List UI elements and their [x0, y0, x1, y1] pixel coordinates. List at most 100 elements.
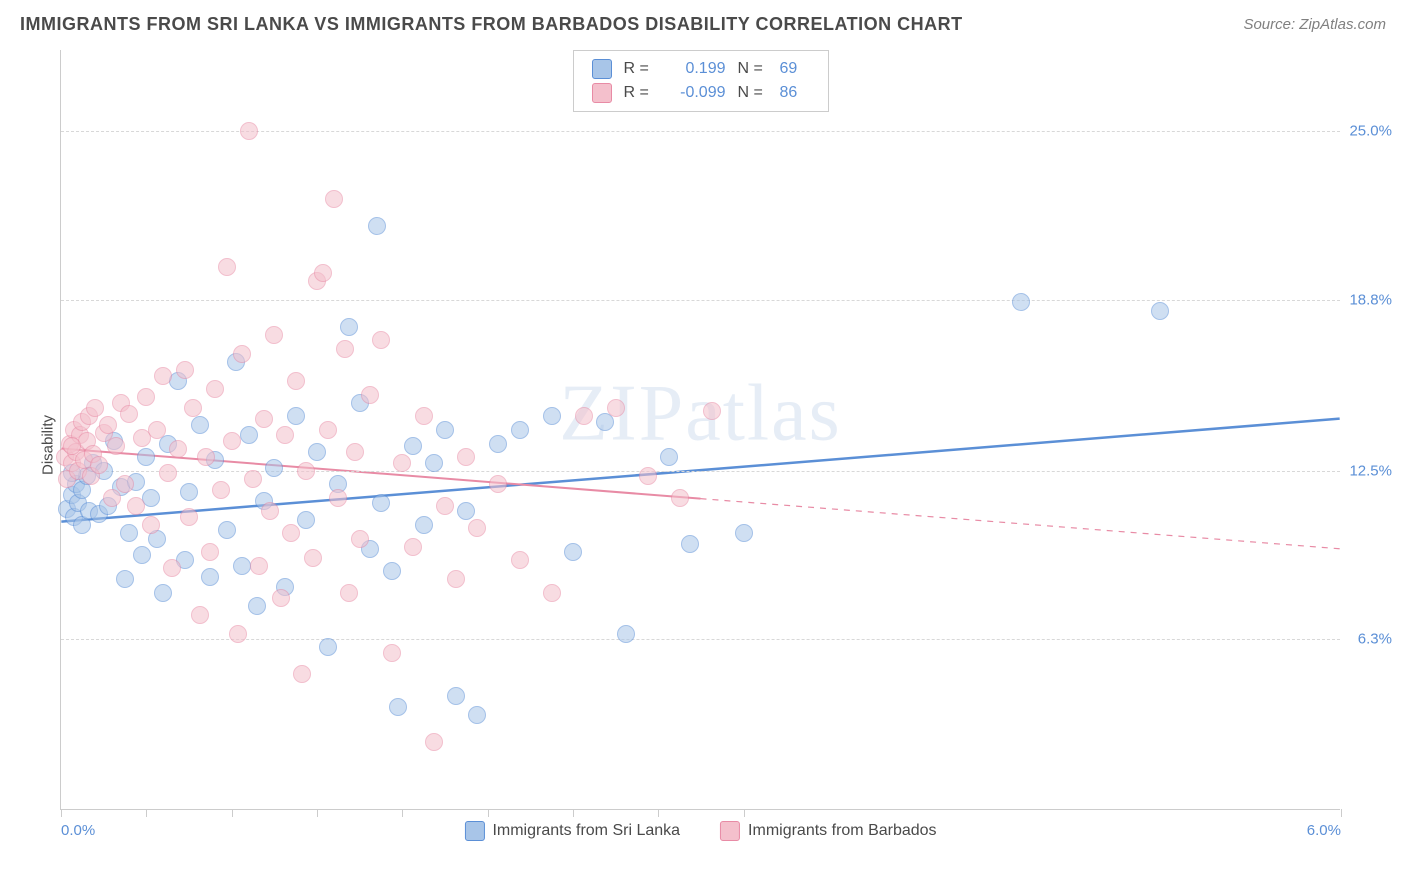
scatter-point — [137, 448, 155, 466]
scatter-point — [617, 625, 635, 643]
y-tick-label: 12.5% — [1349, 462, 1392, 479]
scatter-point — [314, 264, 332, 282]
scatter-point — [293, 665, 311, 683]
scatter-point — [543, 584, 561, 602]
scatter-point — [107, 437, 125, 455]
x-tick — [61, 809, 62, 817]
scatter-point — [383, 644, 401, 662]
chart-title: IMMIGRANTS FROM SRI LANKA VS IMMIGRANTS … — [20, 14, 963, 35]
scatter-point — [489, 435, 507, 453]
scatter-point — [297, 462, 315, 480]
scatter-point — [142, 516, 160, 534]
scatter-point — [393, 454, 411, 472]
scatter-point — [389, 698, 407, 716]
series-swatch — [592, 83, 612, 103]
scatter-point — [340, 318, 358, 336]
legend-label: Immigrants from Sri Lanka — [492, 822, 680, 840]
stat-label-n: N = — [738, 60, 768, 78]
scatter-point — [368, 217, 386, 235]
x-tick — [232, 809, 233, 817]
scatter-point — [240, 426, 258, 444]
chart-container: Disability ZIPatlas R = 0.199 N = 69 R =… — [40, 50, 1380, 840]
scatter-point — [265, 459, 283, 477]
scatter-point — [184, 399, 202, 417]
x-tick — [317, 809, 318, 817]
scatter-point — [361, 386, 379, 404]
scatter-point — [415, 516, 433, 534]
scatter-point — [372, 494, 390, 512]
scatter-point — [218, 521, 236, 539]
stat-value-n: 86 — [780, 84, 810, 102]
scatter-point — [468, 706, 486, 724]
stat-label-n: N = — [738, 84, 768, 102]
scatter-point — [447, 570, 465, 588]
scatter-point — [229, 625, 247, 643]
scatter-point — [735, 524, 753, 542]
scatter-point — [436, 497, 454, 515]
series-legend: Immigrants from Sri Lanka Immigrants fro… — [464, 821, 936, 841]
scatter-point — [351, 530, 369, 548]
correlation-stats-box: R = 0.199 N = 69 R = -0.099 N = 86 — [573, 50, 829, 112]
scatter-point — [99, 416, 117, 434]
scatter-point — [133, 546, 151, 564]
scatter-point — [287, 372, 305, 390]
scatter-point — [1151, 302, 1169, 320]
y-tick-label: 18.8% — [1349, 291, 1392, 308]
scatter-point — [287, 407, 305, 425]
scatter-point — [116, 570, 134, 588]
scatter-point — [201, 543, 219, 561]
scatter-point — [276, 426, 294, 444]
scatter-point — [265, 326, 283, 344]
scatter-point — [120, 524, 138, 542]
scatter-point — [329, 489, 347, 507]
scatter-point — [660, 448, 678, 466]
scatter-point — [304, 549, 322, 567]
scatter-point — [703, 402, 721, 420]
x-tick — [402, 809, 403, 817]
scatter-point — [154, 584, 172, 602]
stat-label-r: R = — [624, 60, 654, 78]
legend-label: Immigrants from Barbados — [748, 822, 937, 840]
scatter-point — [201, 568, 219, 586]
scatter-point — [457, 448, 475, 466]
scatter-point — [103, 489, 121, 507]
x-tick — [573, 809, 574, 817]
scatter-point — [154, 367, 172, 385]
scatter-point — [90, 456, 108, 474]
scatter-point — [244, 470, 262, 488]
scatter-point — [489, 475, 507, 493]
scatter-point — [308, 443, 326, 461]
stats-row: R = -0.099 N = 86 — [592, 81, 810, 105]
scatter-point — [319, 421, 337, 439]
scatter-point — [223, 432, 241, 450]
scatter-point — [543, 407, 561, 425]
scatter-point — [340, 584, 358, 602]
series-swatch — [592, 59, 612, 79]
legend-item: Immigrants from Barbados — [720, 821, 937, 841]
scatter-point — [261, 502, 279, 520]
scatter-point — [639, 467, 657, 485]
scatter-point — [163, 559, 181, 577]
scatter-point — [404, 437, 422, 455]
plot-area: ZIPatlas R = 0.199 N = 69 R = -0.099 N =… — [60, 50, 1340, 810]
scatter-point — [425, 454, 443, 472]
scatter-point — [86, 399, 104, 417]
y-axis-title: Disability — [40, 415, 57, 475]
scatter-point — [255, 410, 273, 428]
scatter-point — [120, 405, 138, 423]
scatter-point — [575, 407, 593, 425]
scatter-point — [180, 508, 198, 526]
scatter-point — [180, 483, 198, 501]
scatter-point — [116, 475, 134, 493]
scatter-point — [564, 543, 582, 561]
x-tick — [658, 809, 659, 817]
scatter-point — [671, 489, 689, 507]
stat-label-r: R = — [624, 84, 654, 102]
scatter-point — [325, 190, 343, 208]
legend-swatch — [720, 821, 740, 841]
scatter-point — [468, 519, 486, 537]
scatter-point — [176, 361, 194, 379]
scatter-point — [372, 331, 390, 349]
scatter-point — [336, 340, 354, 358]
y-tick-label: 6.3% — [1358, 631, 1392, 648]
